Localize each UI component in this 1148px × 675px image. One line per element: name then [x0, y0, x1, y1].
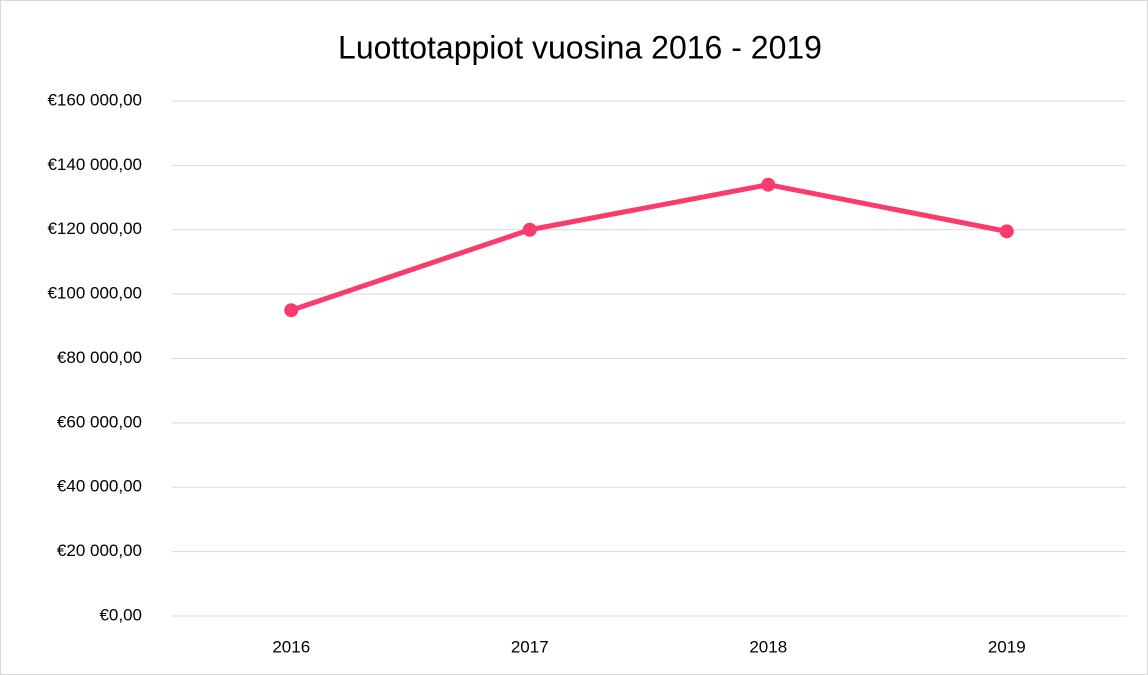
y-tick-label: €160 000,00 [47, 90, 142, 109]
marker [999, 224, 1014, 239]
y-tick-label: €120 000,00 [47, 219, 142, 238]
line [290, 182, 1008, 313]
y-tick-label: €80 000,00 [57, 348, 142, 367]
x-tick-label: 2016 [272, 637, 310, 656]
y-tick-label: €100 000,00 [47, 284, 142, 303]
y-tick-label: €140 000,00 [47, 155, 142, 174]
y-tick-label: €0,00 [99, 605, 142, 624]
x-tick-label: 2018 [749, 637, 787, 656]
marker [761, 177, 776, 192]
marker [522, 222, 537, 237]
x-tick-label: 2017 [511, 637, 549, 656]
marker [284, 303, 299, 318]
x-tick-label: 2019 [988, 637, 1026, 656]
y-tick-label: €20 000,00 [57, 541, 142, 560]
y-tick-label: €60 000,00 [57, 412, 142, 431]
y-tick-label: €40 000,00 [57, 477, 142, 496]
chart-title: Luottotappiot vuosina 2016 - 2019 [338, 29, 822, 65]
